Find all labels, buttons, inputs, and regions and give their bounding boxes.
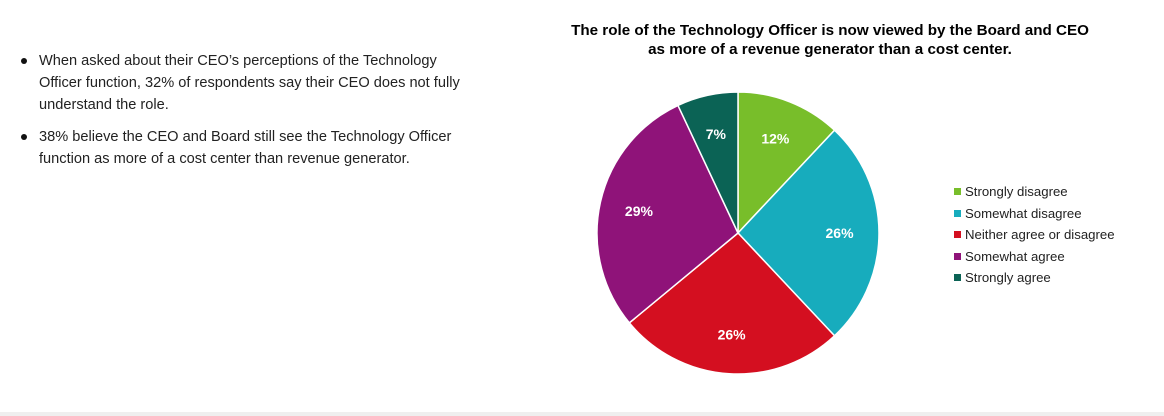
pie-chart: 12% 26% 26% 29% 7% [596, 91, 880, 375]
legend-item-strongly-agree: Strongly agree [954, 267, 1115, 289]
bullet-text: When asked about their CEO’s perceptions… [39, 53, 460, 113]
legend-swatch [954, 188, 961, 195]
pie-slice-label: 12% [761, 131, 790, 147]
bullet-item: When asked about their CEO’s perceptions… [18, 50, 478, 116]
pie-slice-label: 26% [826, 225, 855, 241]
legend-swatch [954, 231, 961, 238]
legend-label: Somewhat disagree [965, 205, 1082, 221]
bullet-list: When asked about their CEO’s perceptions… [18, 50, 478, 180]
pie-slice-label: 26% [718, 326, 747, 342]
legend-label: Neither agree or disagree [965, 227, 1115, 242]
legend-label: Strongly agree [965, 270, 1051, 285]
pie-slice-somewhat-disagree [736, 129, 880, 337]
chart-title: The role of the Technology Officer is no… [571, 22, 1089, 58]
pie-slice-label: 7% [706, 126, 727, 142]
bottom-divider [0, 412, 1164, 416]
bullet-dot-icon [21, 58, 27, 64]
legend-label: Somewhat agree [965, 248, 1065, 264]
pie-slice-strongly-agree [676, 91, 739, 234]
legend-item-somewhat-agree: Somewhat agree [954, 246, 1115, 268]
pie-slice-label: 29% [625, 203, 654, 219]
legend-swatch [954, 252, 961, 260]
legend-label: Strongly disagree [965, 184, 1068, 199]
bullet-item: 38% believe the CEO and Board still see … [18, 126, 478, 170]
legend-item-somewhat-disagree: Somewhat disagree [954, 203, 1115, 225]
bullet-text: 38% believe the CEO and Board still see … [39, 129, 452, 167]
legend-swatch [954, 274, 961, 281]
bullet-dot-icon [21, 134, 27, 140]
pie-slice-strongly-disagree [737, 91, 836, 235]
pie-slice-neither-agree-or-disagree [628, 231, 836, 375]
legend-item-neither-agree-or-disagree: Neither agree or disagree [954, 224, 1115, 246]
chart-legend: Strongly disagree Somewhat disagree Neit… [954, 181, 1115, 289]
legend-item-strongly-disagree: Strongly disagree [954, 181, 1115, 203]
legend-swatch [954, 209, 961, 217]
